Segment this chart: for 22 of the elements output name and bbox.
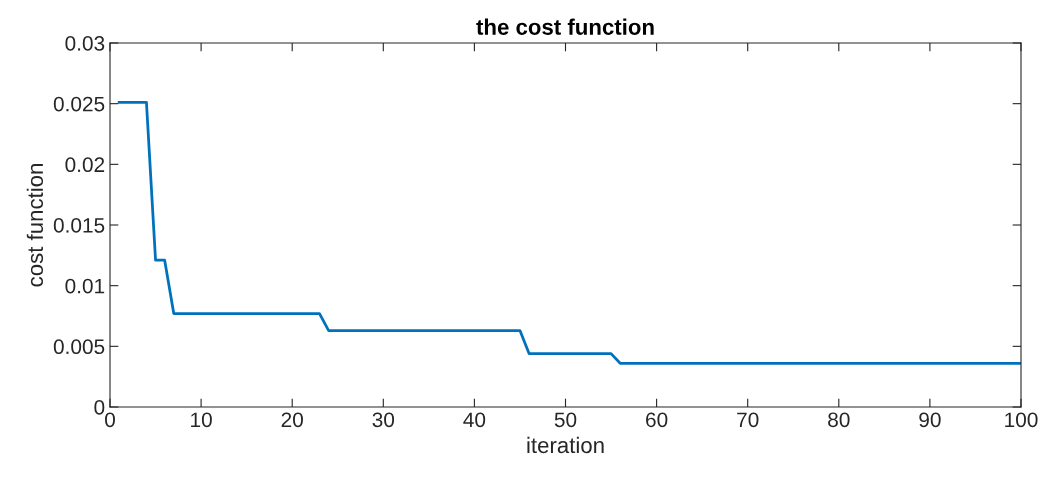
x-tick-label: 0	[105, 412, 115, 428]
y-tick-label: 0.01	[65, 278, 105, 294]
x-tick-label: 80	[828, 412, 850, 428]
x-tick-label: 90	[919, 412, 941, 428]
chart-title: the cost function	[476, 18, 654, 35]
line-series	[117, 101, 1021, 365]
x-tick-label: 30	[372, 412, 395, 428]
x-tick-label: 70	[737, 412, 759, 428]
x-tick-label: 100	[1005, 412, 1038, 428]
y-tick-label: 0	[94, 400, 105, 415]
x-tick-label: 50	[554, 412, 577, 428]
y-tick-label: 0.025	[53, 96, 105, 112]
y-axis-title: cost function	[26, 164, 44, 287]
y-tick-label: 0.02	[65, 157, 105, 173]
y-tick-label: 0.015	[53, 218, 105, 233]
x-axis-title: iteration	[527, 436, 604, 454]
x-tick-label: 40	[463, 412, 486, 428]
x-tick-label: 20	[281, 412, 303, 428]
y-tick-label: 0.005	[53, 339, 105, 355]
x-tick-label: 60	[646, 412, 668, 428]
y-tick-label: 0.03	[65, 36, 105, 51]
x-tick-label: 10	[191, 412, 212, 428]
